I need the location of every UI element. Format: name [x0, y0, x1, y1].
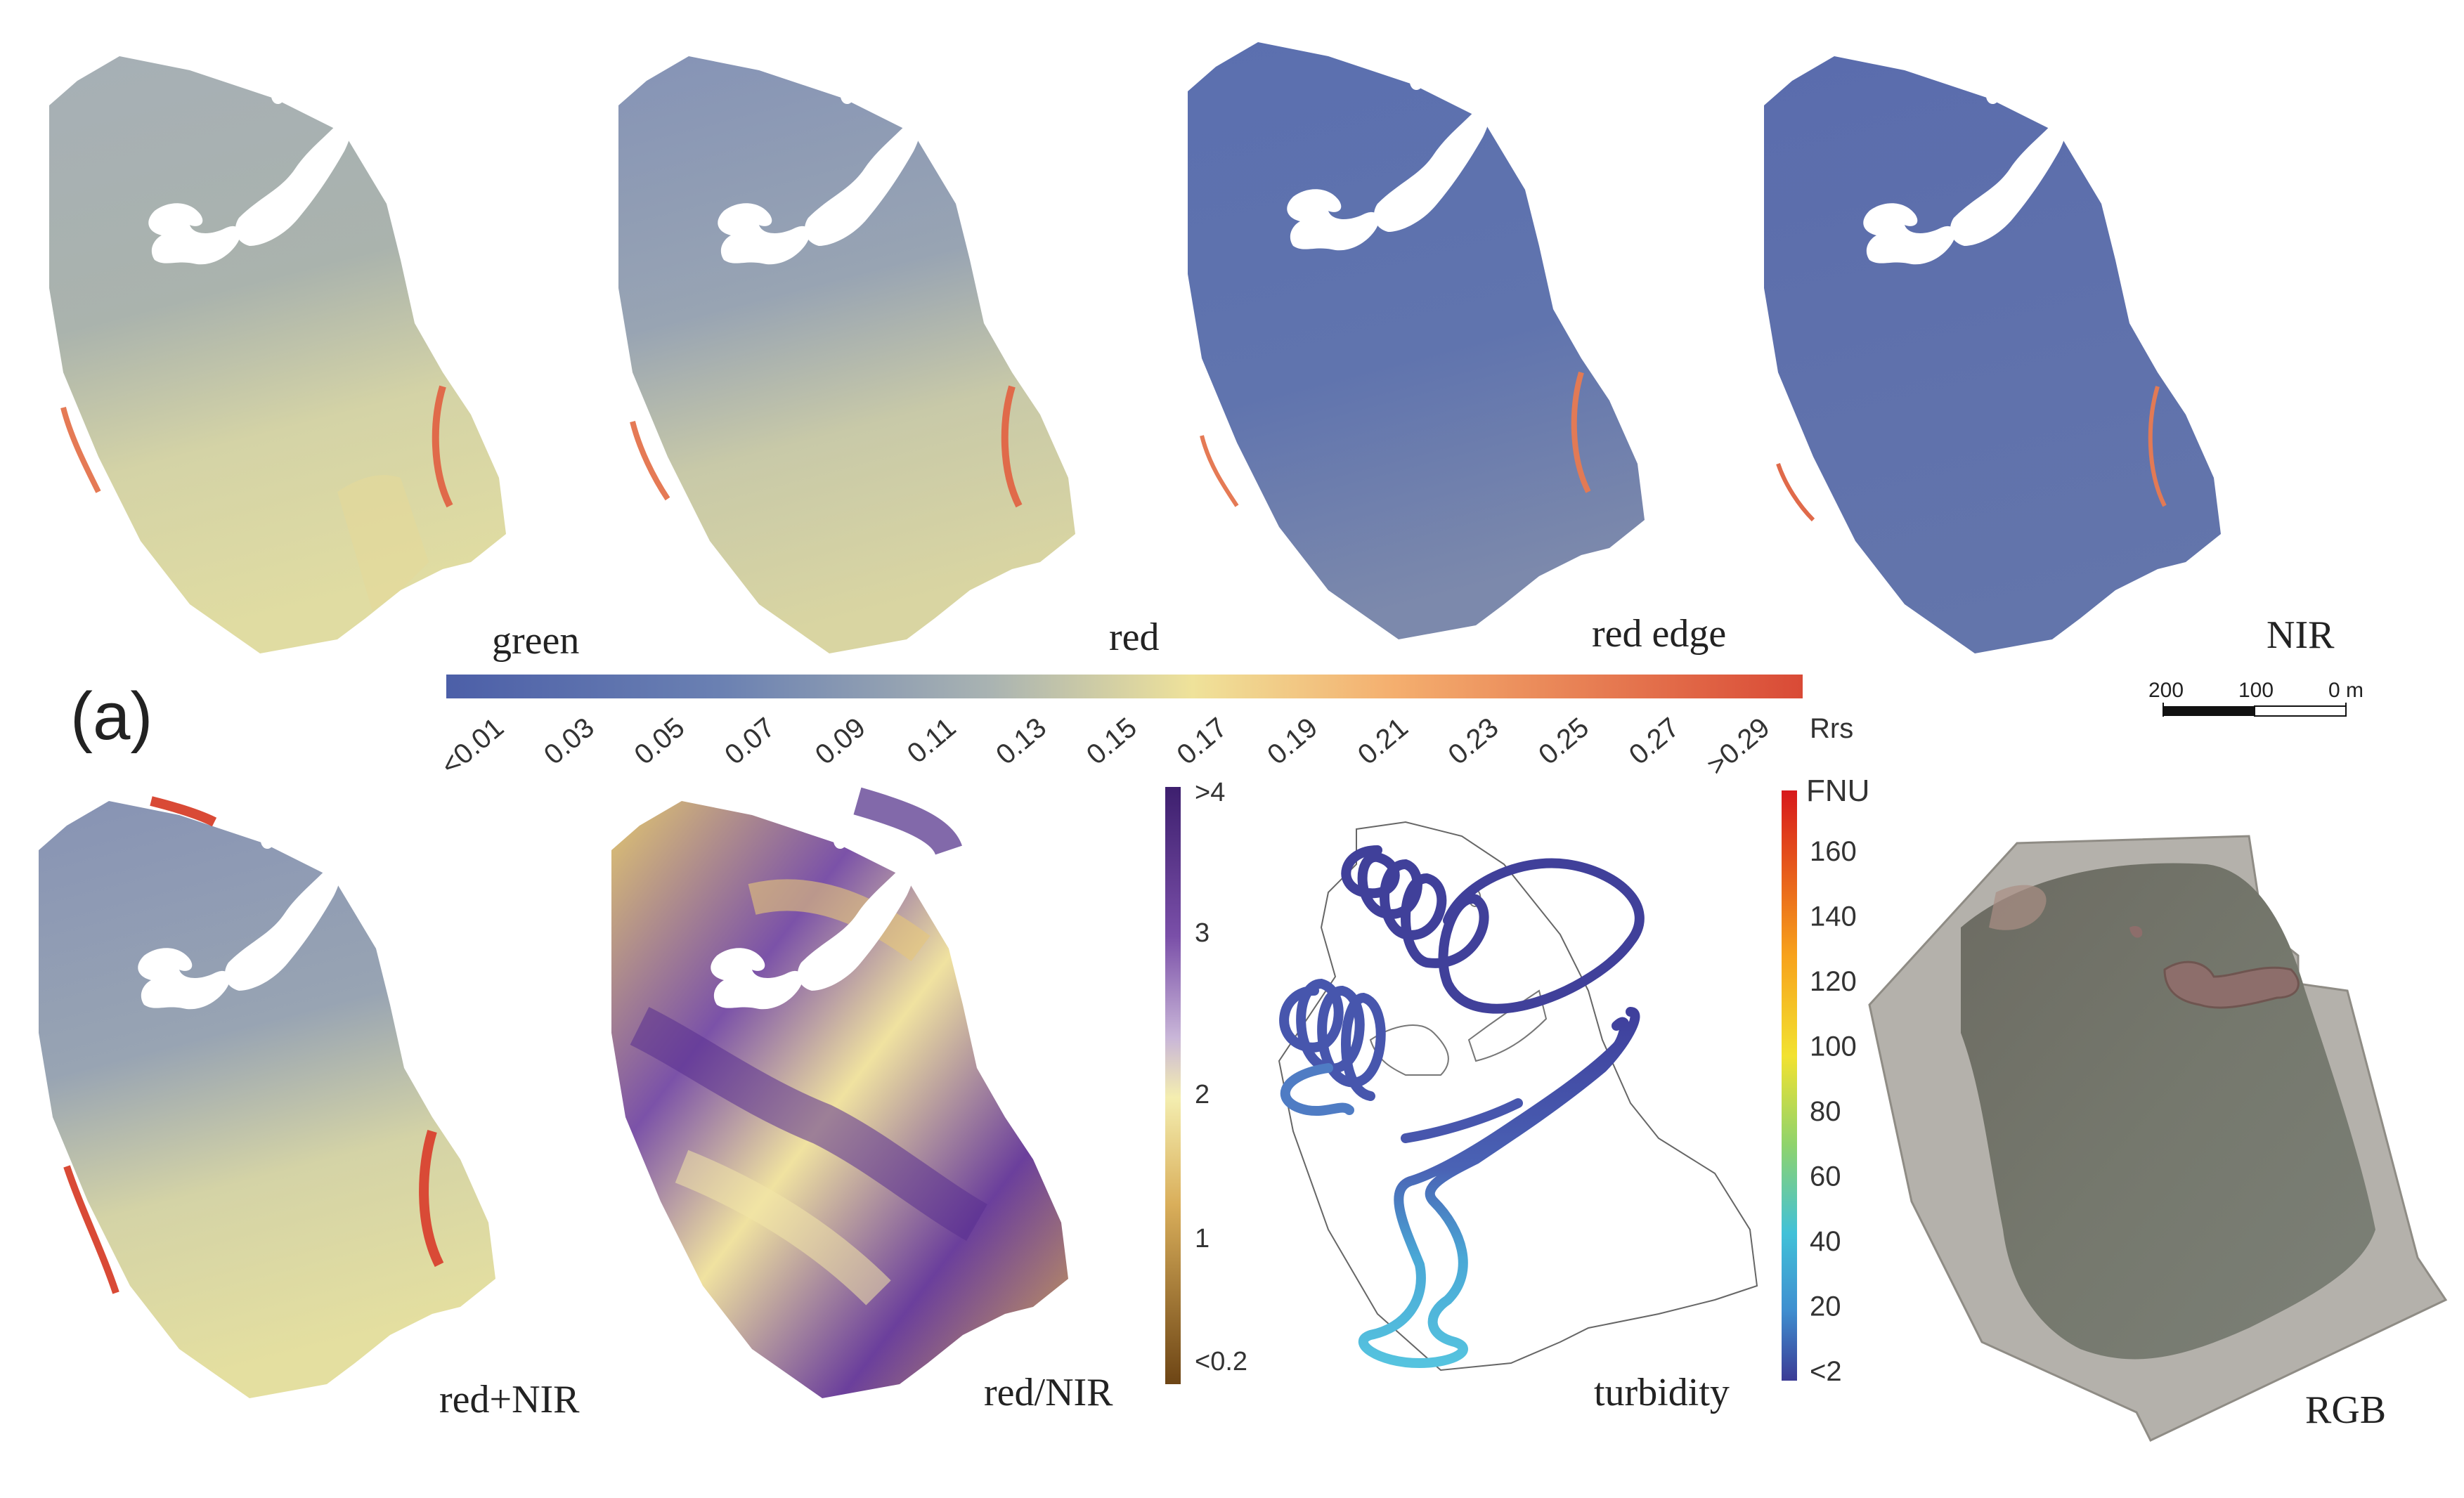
ratio-tick-label: >4 — [1195, 778, 1225, 807]
turbidity-tick-label: 80 — [1810, 1096, 1841, 1127]
turbidity-tick-label: <2 — [1810, 1356, 1842, 1387]
turbidity-tick-label: 140 — [1810, 901, 1857, 932]
rrs-tick-label: >0.29 — [1701, 712, 1776, 781]
turbidity-tick-label: 160 — [1810, 836, 1857, 867]
rrs-tick-label: 0.21 — [1352, 712, 1414, 771]
map-nir — [1764, 56, 2221, 653]
ratio-tick-label: 3 — [1195, 918, 1210, 948]
scale-label-200: 200 — [2148, 679, 2184, 702]
label-red-plus-nir: red+NIR — [439, 1378, 580, 1421]
map-red-over-nir — [611, 787, 1068, 1398]
label-rgb: RGB — [2305, 1388, 2387, 1432]
rrs-tick-label: 0.19 — [1262, 712, 1323, 771]
turbidity-tick-label: 120 — [1810, 966, 1857, 997]
rrs-tick-label: 0.09 — [810, 712, 871, 771]
scale-bar: 200 100 0 m — [2148, 679, 2364, 717]
rrs-tick-label: 0.03 — [538, 712, 600, 771]
turbidity-unit-label: FNU — [1806, 774, 1869, 808]
turbidity-tick-label: 60 — [1810, 1161, 1841, 1192]
rrs-colorbar: <0.01 0.03 0.05 0.07 0.09 0.11 0.13 0.15 0.17 0.1… — [435, 675, 1853, 781]
label-red-edge: red edge — [1592, 612, 1727, 656]
map-rgb — [1868, 835, 2448, 1442]
rrs-tick-label: <0.01 — [435, 712, 510, 781]
scale-label-100: 100 — [2238, 679, 2274, 702]
rrs-tick-label: 0.27 — [1623, 712, 1685, 771]
map-red-plus-nir — [39, 796, 495, 1398]
label-turbidity: turbidity — [1594, 1371, 1730, 1414]
rrs-tick-label: 0.05 — [629, 712, 691, 771]
map-green — [49, 56, 506, 653]
map-turbidity — [1278, 821, 1758, 1372]
rrs-tick-label: 0.13 — [990, 712, 1052, 771]
turbidity-tick-label: 20 — [1810, 1291, 1841, 1322]
ratio-tick-label: 2 — [1195, 1080, 1210, 1109]
scale-label-0m: 0 m — [2328, 679, 2364, 702]
rrs-tick-label: 0.07 — [719, 712, 781, 771]
rrs-tick-label: 0.25 — [1533, 712, 1595, 771]
rrs-tick-label: 0.17 — [1172, 712, 1233, 771]
ratio-tick-label: <0.2 — [1195, 1347, 1247, 1376]
label-red: red — [1109, 616, 1160, 659]
rrs-unit-label: Rrs — [1810, 713, 1853, 744]
turbidity-colorbar: FNU 160 140 120 100 80 60 40 20 <2 — [1782, 774, 1869, 1387]
figure-letter: (a) — [70, 679, 153, 754]
map-red — [618, 56, 1075, 653]
map-red-edge — [1188, 42, 1645, 639]
ratio-colorbar: >4 3 2 1 <0.2 — [1165, 778, 1247, 1384]
ratio-tick-label: 1 — [1195, 1224, 1210, 1253]
rrs-tick-label: 0.15 — [1081, 712, 1143, 771]
rrs-tick-label: 0.23 — [1443, 712, 1505, 771]
rrs-tick-label: 0.11 — [902, 712, 962, 769]
label-red-over-nir: red/NIR — [984, 1371, 1113, 1414]
label-green: green — [492, 619, 580, 663]
label-nir: NIR — [2267, 613, 2335, 657]
turbidity-tick-label: 40 — [1810, 1226, 1841, 1257]
turbidity-tick-label: 100 — [1810, 1031, 1857, 1062]
